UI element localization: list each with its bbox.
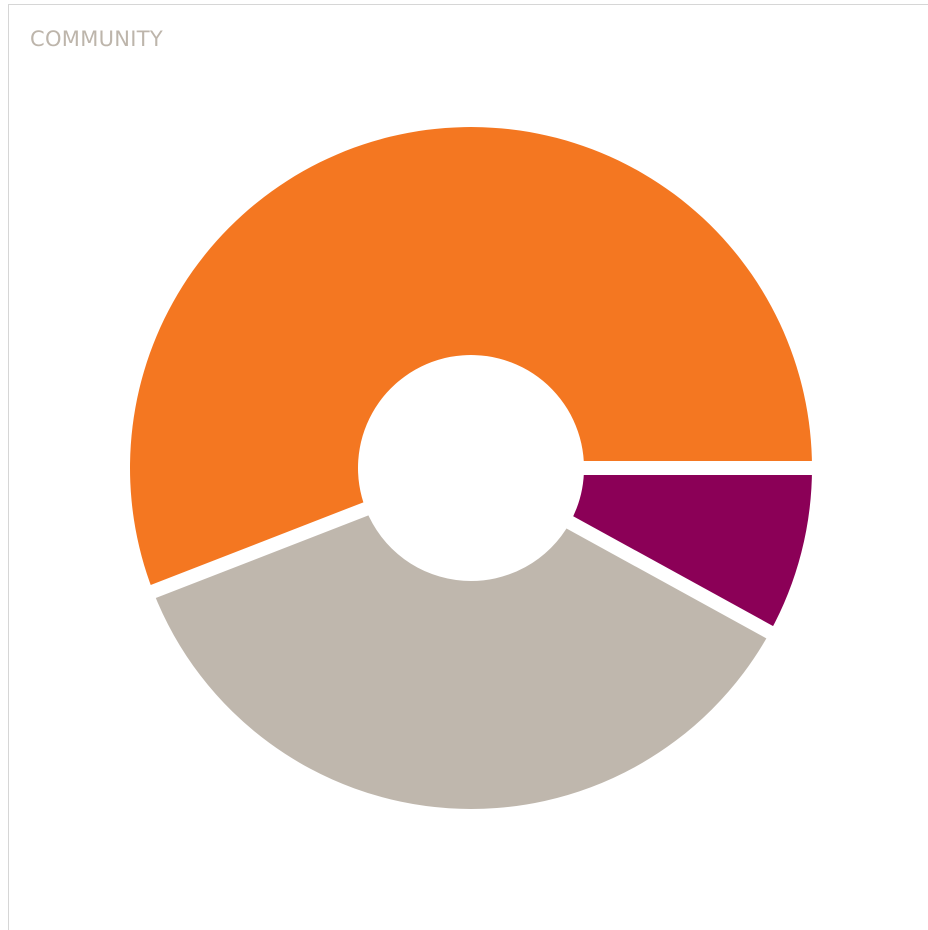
card-title: COMMUNITY	[30, 27, 164, 51]
slice-separator-2	[148, 501, 371, 599]
slice-separator-3	[564, 515, 775, 640]
donut-slice-2[interactable]	[153, 508, 770, 809]
donut-slice-1[interactable]	[130, 127, 813, 592]
donut-slice-3[interactable]	[570, 468, 812, 633]
